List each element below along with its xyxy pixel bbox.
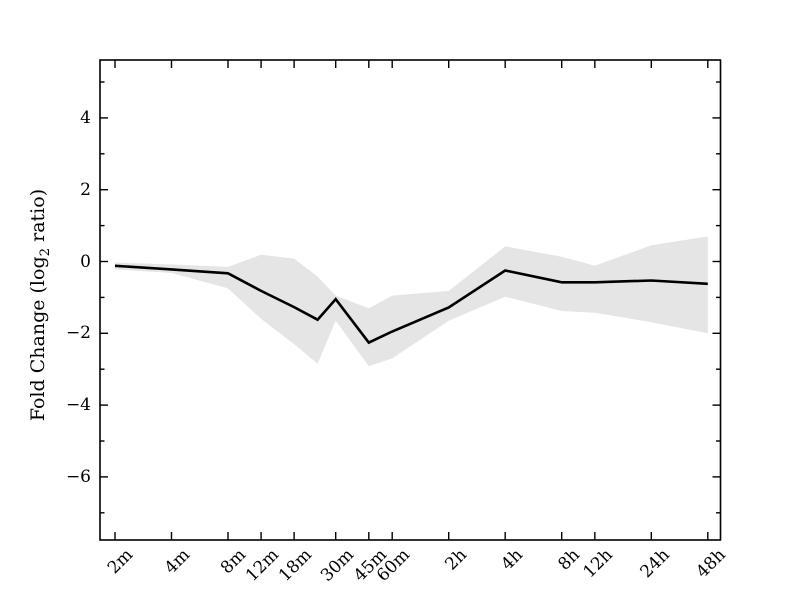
y-tick-label: −6: [65, 466, 91, 487]
confidence-band: [115, 236, 708, 367]
fold-change-line: [114, 264, 708, 345]
y-tick-label: −4: [65, 395, 91, 416]
y-axis-label: Fold Change (log2 ratio): [26, 5, 53, 600]
y-tick-label: 0: [80, 251, 91, 272]
y-tick-label: −2: [65, 323, 91, 344]
axes-spines: [99, 59, 722, 541]
y-tick-label: 2: [80, 179, 91, 200]
y-tick-label: 4: [80, 107, 91, 128]
